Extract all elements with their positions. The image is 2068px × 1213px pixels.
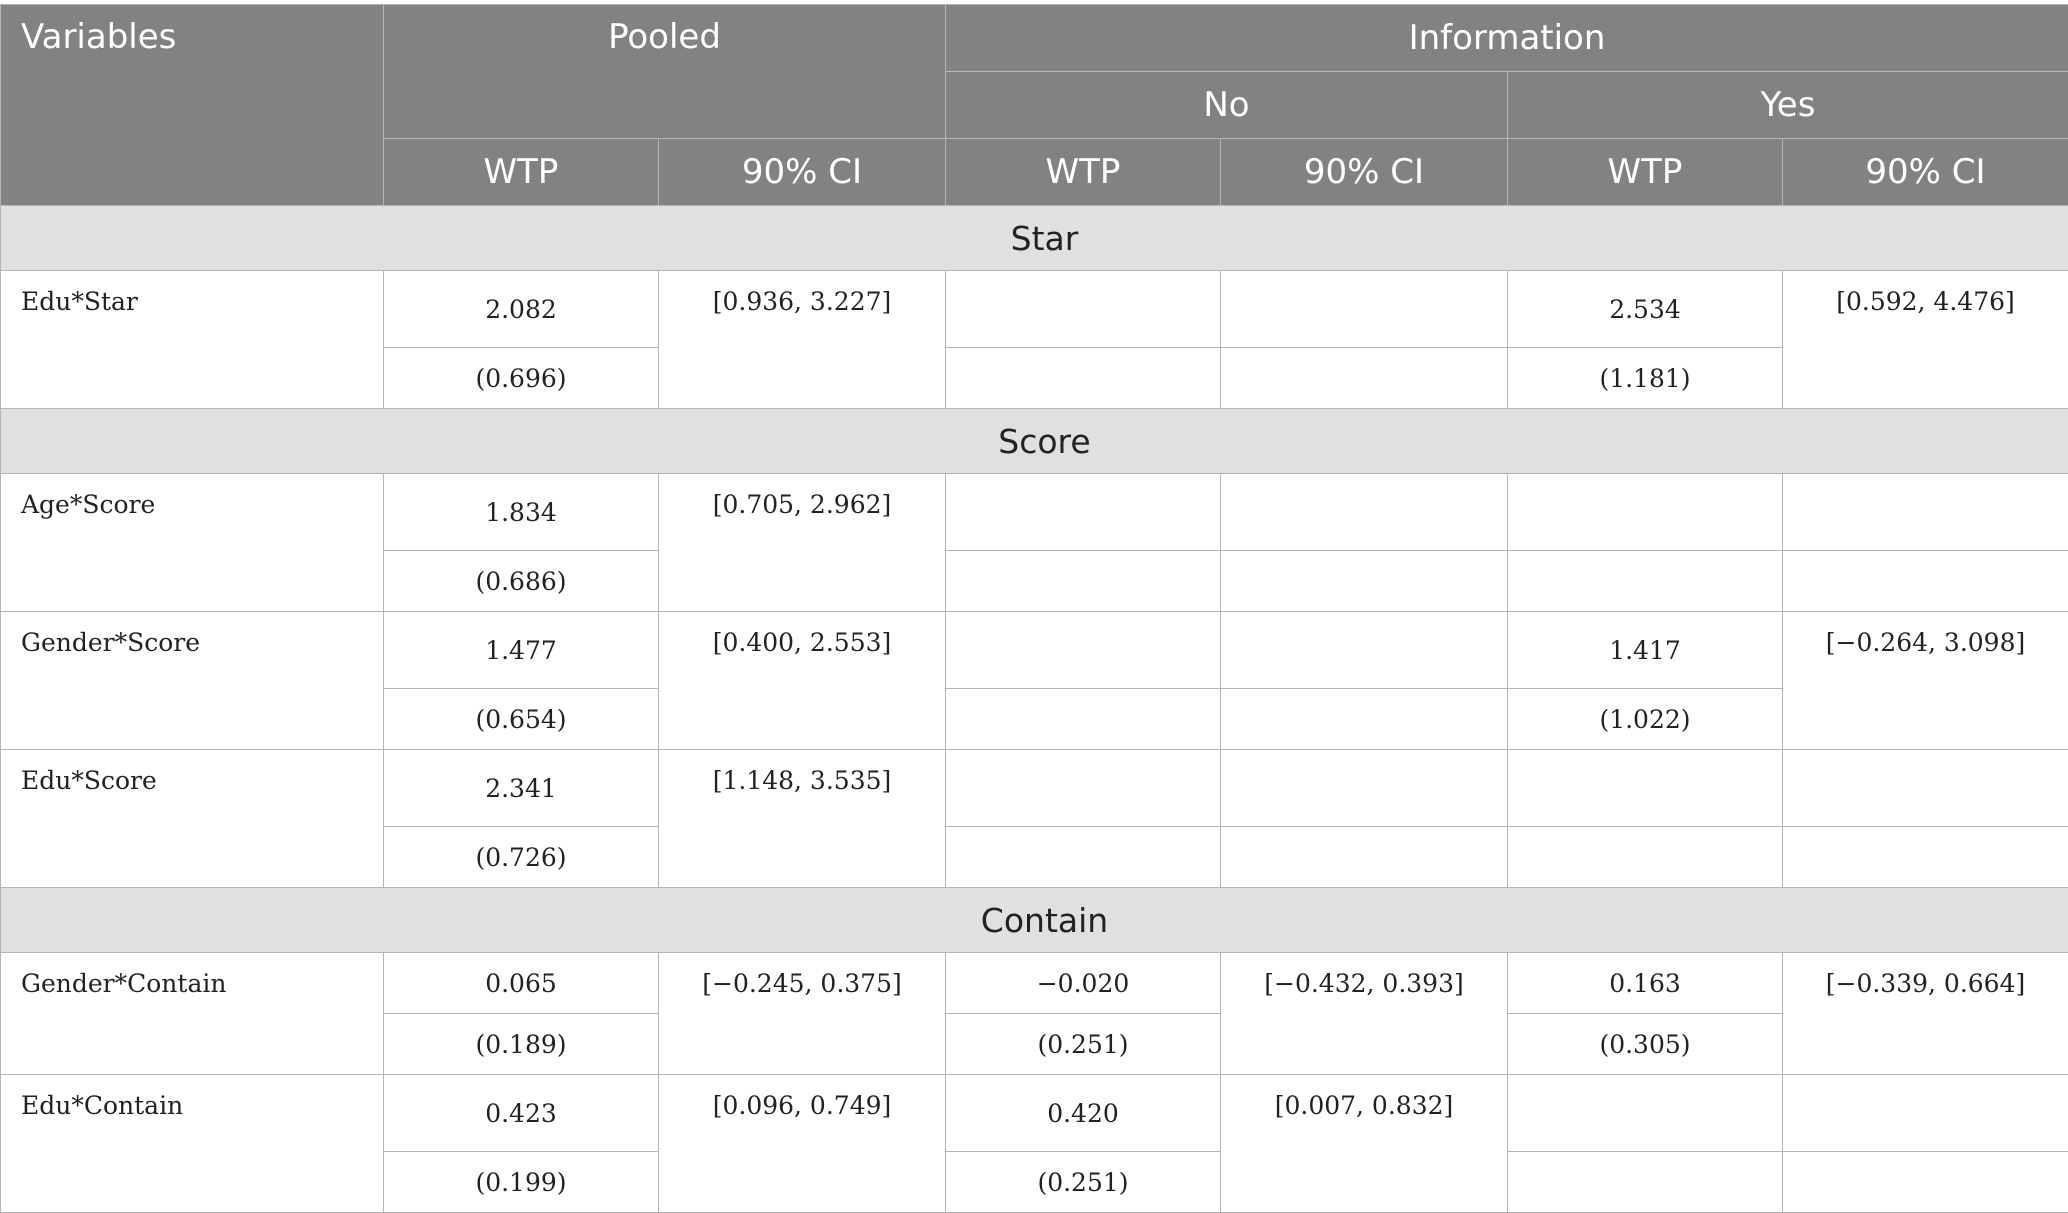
no-wtp [946,271,1221,348]
section-row-contain: Contain [1,888,2068,953]
no-ci [1221,612,1508,689]
row-label: Edu*Score [1,750,384,888]
table-row-gender-score: Gender*Score 1.477 [0.400, 2.553] 1.417 … [1,612,2068,689]
table-body: Star Edu*Star 2.082 [0.936, 3.227] 2.534… [1,206,2068,1213]
header-pooled: Pooled [384,5,946,139]
yes-ci [1783,474,2068,551]
no-ci [1221,474,1508,551]
pooled-se: (0.686) [384,551,659,612]
table-row-age-score: Age*Score 1.834 [0.705, 2.962] [1,474,2068,551]
no-se: (0.251) [946,1152,1221,1213]
row-label: Edu*Contain [1,1075,384,1213]
no-wtp: −0.020 [946,953,1221,1014]
section-label-contain: Contain [1,888,2068,953]
yes-ci: [−0.339, 0.664] [1783,953,2068,1075]
no-ci: [0.007, 0.832] [1221,1075,1508,1213]
yes-wtp [1508,750,1783,827]
pooled-ci: [0.096, 0.749] [659,1075,946,1213]
header-no-ci: 90% CI [1221,139,1508,206]
yes-wtp: 1.417 [1508,612,1783,689]
pooled-se: (0.189) [384,1014,659,1075]
yes-ci: [0.592, 4.476] [1783,271,2068,409]
header-yes-ci: 90% CI [1783,139,2068,206]
table-header: Variables Pooled Information No Yes WTP … [1,5,2068,206]
no-wtp: 0.420 [946,1075,1221,1152]
header-pooled-wtp: WTP [384,139,659,206]
pooled-ci: [−0.245, 0.375] [659,953,946,1075]
no-wtp [946,474,1221,551]
yes-ci [1783,1075,2068,1152]
pooled-wtp: 0.065 [384,953,659,1014]
no-wtp [946,612,1221,689]
yes-wtp: 2.534 [1508,271,1783,348]
yes-se: (1.022) [1508,689,1783,750]
yes-ci-blank [1783,551,2068,612]
header-pooled-ci: 90% CI [659,139,946,206]
yes-se [1508,551,1783,612]
pooled-wtp: 2.082 [384,271,659,348]
table-row-gender-contain: Gender*Contain 0.065 [−0.245, 0.375] −0.… [1,953,2068,1014]
section-row-score: Score [1,409,2068,474]
no-se [946,348,1221,409]
no-wtp [946,750,1221,827]
yes-wtp [1508,1075,1783,1152]
yes-se: (1.181) [1508,348,1783,409]
pooled-ci: [0.936, 3.227] [659,271,946,409]
yes-se: (0.305) [1508,1014,1783,1075]
no-ci-blank [1221,348,1508,409]
section-row-star: Star [1,206,2068,271]
table-row-edu-score: Edu*Score 2.341 [1.148, 3.535] [1,750,2068,827]
pooled-ci: [0.400, 2.553] [659,612,946,750]
header-variables: Variables [1,5,384,206]
table-row-edu-star: Edu*Star 2.082 [0.936, 3.227] 2.534 [0.5… [1,271,2068,348]
section-label-score: Score [1,409,2068,474]
pooled-se: (0.199) [384,1152,659,1213]
yes-ci-blank [1783,1152,2068,1213]
header-information-yes: Yes [1508,72,2068,139]
header-yes-wtp: WTP [1508,139,1783,206]
no-ci: [−0.432, 0.393] [1221,953,1508,1075]
row-label: Gender*Contain [1,953,384,1075]
no-se [946,551,1221,612]
pooled-ci: [1.148, 3.535] [659,750,946,888]
yes-ci [1783,750,2068,827]
no-ci [1221,750,1508,827]
no-ci-blank [1221,689,1508,750]
no-se: (0.251) [946,1014,1221,1075]
yes-wtp [1508,474,1783,551]
no-ci-blank [1221,827,1508,888]
yes-ci: [−0.264, 3.098] [1783,612,2068,750]
section-label-star: Star [1,206,2068,271]
table-row-edu-contain: Edu*Contain 0.423 [0.096, 0.749] 0.420 [… [1,1075,2068,1152]
pooled-wtp: 0.423 [384,1075,659,1152]
header-no-wtp: WTP [946,139,1221,206]
row-label: Edu*Star [1,271,384,409]
pooled-se: (0.654) [384,689,659,750]
pooled-wtp: 1.834 [384,474,659,551]
no-ci [1221,271,1508,348]
no-ci-blank [1221,551,1508,612]
pooled-wtp: 1.477 [384,612,659,689]
pooled-se: (0.726) [384,827,659,888]
yes-wtp: 0.163 [1508,953,1783,1014]
pooled-wtp: 2.341 [384,750,659,827]
pooled-ci: [0.705, 2.962] [659,474,946,612]
pooled-se: (0.696) [384,348,659,409]
wtp-results-table: Variables Pooled Information No Yes WTP … [0,4,2068,1213]
no-se [946,689,1221,750]
header-information: Information [946,5,2068,72]
yes-se [1508,1152,1783,1213]
row-label: Age*Score [1,474,384,612]
header-information-no: No [946,72,1508,139]
yes-se [1508,827,1783,888]
no-se [946,827,1221,888]
row-label: Gender*Score [1,612,384,750]
yes-ci-blank [1783,827,2068,888]
